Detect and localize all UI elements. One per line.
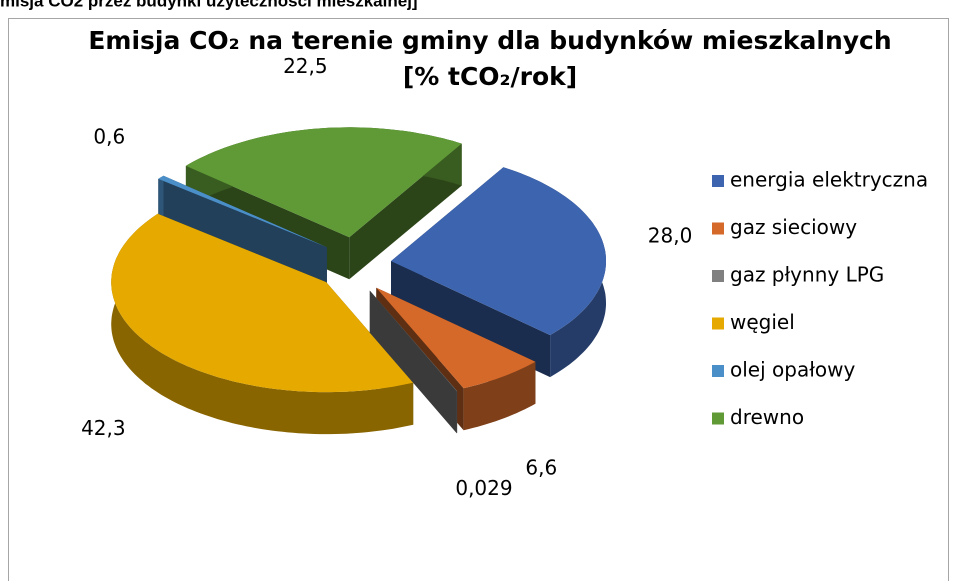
legend-label: węgiel: [730, 310, 795, 334]
slice: [111, 213, 414, 393]
data-label: 28,0: [648, 223, 693, 247]
slice: [369, 290, 458, 392]
slice-wall: [158, 175, 164, 221]
slice-wall: [111, 213, 414, 435]
chart-title: [% tCO₂/rok]: [403, 62, 577, 91]
legend-swatch: [712, 365, 724, 377]
slice: [158, 175, 327, 248]
page-header: misja CO2 przez budynki użyteczności mie…: [0, 0, 418, 10]
legend-label: energia elektryczna: [730, 168, 928, 192]
data-label: 0,6: [93, 125, 125, 149]
data-label: 42,3: [81, 416, 126, 440]
slice-side: [163, 175, 327, 290]
legend-swatch: [712, 317, 724, 330]
slice-side: [391, 261, 551, 378]
slice: [376, 287, 536, 389]
legend-swatch: [712, 175, 724, 187]
slice: [185, 127, 462, 238]
slice-wall: [463, 361, 536, 431]
data-label: 0,029: [455, 476, 512, 500]
legend-swatch: [712, 222, 724, 235]
slice: [391, 167, 606, 336]
legend-swatch: [712, 270, 724, 282]
legend-swatch: [712, 412, 724, 425]
legend-label: drewno: [730, 405, 804, 429]
chart-frame: [8, 18, 949, 581]
legend-label: gaz płynny LPG: [730, 263, 884, 287]
slice-side: [369, 290, 457, 434]
data-label: 6,6: [525, 455, 557, 479]
data-label: 22,5: [283, 54, 328, 78]
chart-title: Emisja CO₂ na terenie gminy dla budynków…: [88, 26, 891, 55]
legend-label: gaz sieciowy: [730, 215, 857, 239]
legend-label: olej opałowy: [730, 358, 855, 382]
